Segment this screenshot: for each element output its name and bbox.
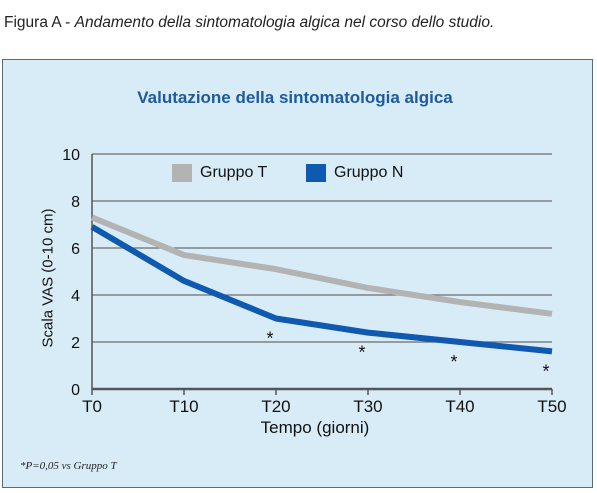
y-tick-label: 6 [71, 241, 80, 258]
caption-separator: - [60, 14, 75, 31]
y-tick-label: 0 [71, 382, 80, 399]
y-tick-label: 10 [62, 147, 80, 164]
series-line-gruppo-t [90, 214, 553, 317]
x-tick-label: T40 [445, 397, 474, 416]
x-tick-label: T50 [537, 397, 566, 416]
legend-swatch-gruppo-t [172, 164, 192, 182]
chart-title: Valutazione della sintomatologia algica [137, 88, 453, 107]
legend-item-gruppo-n: Gruppo N [306, 164, 403, 182]
legend-item-gruppo-t: Gruppo T [172, 164, 267, 182]
series-line-gruppo-n [90, 224, 553, 355]
y-tick-label: 4 [71, 288, 80, 305]
legend-label-gruppo-n: Gruppo N [334, 164, 404, 181]
y-tick-label: 2 [71, 335, 80, 352]
figure-label: Figura A [4, 14, 61, 31]
y-axis-label: Scala VAS (0-10 cm) [39, 208, 57, 348]
x-tick-label: T30 [353, 397, 382, 416]
significance-marker: * [450, 352, 457, 372]
significance-marker: * [358, 343, 365, 363]
footnote: *P=0,05 vs Gruppo T [20, 460, 117, 472]
x-tick-label: T0 [82, 397, 102, 416]
significance-marker: * [266, 329, 273, 349]
x-axis-label: Tempo (giorni) [260, 418, 370, 437]
legend-label-gruppo-t: Gruppo T [200, 164, 268, 181]
x-tick-label: T10 [169, 397, 198, 416]
caption-text: Andamento della sintomatologia algica ne… [74, 14, 495, 31]
x-tick-label: T20 [261, 397, 290, 416]
y-tick-label: 8 [71, 194, 80, 211]
significance-marker: * [542, 361, 549, 381]
figure-caption: Figura A - Andamento della sintomatologi… [4, 14, 494, 32]
legend-swatch-gruppo-n [306, 164, 326, 182]
